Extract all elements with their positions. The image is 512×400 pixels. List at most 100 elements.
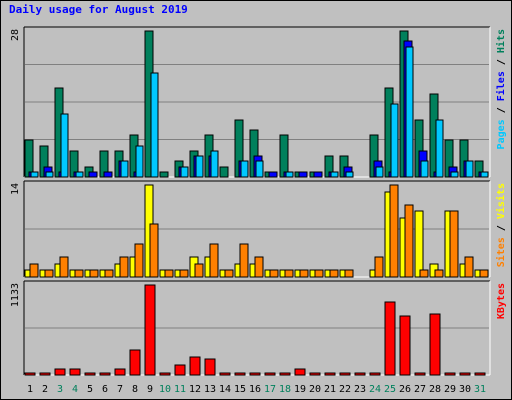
sites-bar-day-31 [479,269,489,278]
day-label-29: 29 [444,384,456,395]
kbytes-bar-day-6 [99,372,111,376]
legend-entry: Hits [495,29,507,53]
sites-bar-day-16 [254,256,264,278]
sites-bar-day-5 [89,269,99,278]
visits-bar-day-27 [414,210,424,278]
kbytes-bar-day-16 [249,372,261,376]
pages-bar-day-7 [120,160,129,178]
kbytes-bar-day-7 [114,368,126,376]
kbytes-bar-day-30 [459,372,471,376]
sites-bar-day-7 [119,256,129,278]
day-label-20: 20 [309,384,321,395]
pages-bar-day-18 [285,171,294,178]
day-label-17: 17 [264,384,276,395]
kbytes-bar-day-18 [279,372,291,376]
kbytes-bar-day-23 [354,372,366,376]
pages-bar-day-4 [75,171,84,178]
pages-bar-day-21 [330,171,339,178]
kbytes-bar-day-4 [69,368,81,376]
kbytes-bar-day-9 [144,284,156,376]
pages-bar-day-16 [255,160,264,178]
kbytes-bar-day-29 [444,372,456,376]
kbytes-bar-day-8 [129,349,141,376]
kbytes-bar-day-2 [39,372,51,376]
kbytes-bar-day-14 [219,372,231,376]
sites-bar-day-9 [149,223,159,278]
pages-bar-day-3 [60,113,69,178]
kbytes-bar-day-22 [339,372,351,376]
sites-bar-day-4 [74,269,84,278]
kbytes-bar-day-24 [369,372,381,376]
kbytes-bar-day-13 [204,358,216,376]
day-label-9: 9 [147,384,153,395]
kbytes-bar-day-25 [384,301,396,376]
kbytes-bar-day-12 [189,356,201,376]
legend-entry: / [496,219,507,237]
pages-bar-day-9 [150,72,159,178]
kbytes-bar-day-19 [294,368,306,376]
kbytes-bar-day-17 [264,372,276,376]
sites-bar-day-1 [29,263,39,278]
sites-bar-day-15 [239,243,249,278]
pages-bar-day-11 [180,166,189,178]
kbytes-bar-day-5 [84,372,96,376]
pages-bar-day-30 [465,160,474,178]
sites-bar-day-18 [284,269,294,278]
files-bar-day-5 [88,171,98,178]
legend-entry: Visits [495,183,507,219]
day-label-12: 12 [189,384,201,395]
legend-visits-sites: Sites / Visits [495,183,507,267]
day-label-3: 3 [57,384,63,395]
sites-bar-day-20 [314,269,324,278]
kbytes-bar-day-1 [24,372,36,376]
day-label-7: 7 [117,384,123,395]
legend-entry: / [496,53,507,71]
legend-entry: / [496,101,507,119]
day-label-5: 5 [87,384,93,395]
day-label-25: 25 [384,384,396,395]
day-label-10: 10 [159,384,171,395]
day-label-11: 11 [174,384,186,395]
kbytes-bar-day-11 [174,364,186,376]
sites-bar-day-26 [404,204,414,278]
kbytes-bar-day-21 [324,372,336,376]
pages-bar-day-24 [375,166,384,178]
sites-bar-day-11 [179,269,189,278]
day-label-16: 16 [249,384,261,395]
scale-label: 14 [10,183,21,195]
pages-bar-day-2 [45,171,54,178]
day-label-27: 27 [414,384,426,395]
day-label-26: 26 [399,384,411,395]
kbytes-bar-day-26 [399,315,411,376]
legend-entry: Sites [495,237,507,267]
sites-bar-day-25 [389,184,399,278]
day-label-28: 28 [429,384,441,395]
pages-bar-day-12 [195,155,204,178]
day-label-18: 18 [279,384,291,395]
pages-bar-day-28 [435,119,444,178]
hits-bar-day-10 [159,171,169,178]
sites-bar-day-21 [329,269,339,278]
files-bar-day-19 [298,171,308,178]
day-label-21: 21 [324,384,336,395]
legend-hits-files-pages: Pages / Files / Hits [495,29,507,149]
scale-label: 1133 [10,283,21,307]
pages-bar-day-15 [240,160,249,178]
legend-entry: Pages [496,119,507,149]
pages-bar-day-8 [135,145,144,178]
day-label-2: 2 [42,384,48,395]
files-bar-day-20 [313,171,323,178]
pages-bar-day-22 [345,171,354,178]
day-label-24: 24 [369,384,381,395]
kbytes-bar-day-15 [234,372,246,376]
day-label-31: 31 [474,384,486,395]
files-bar-day-6 [103,171,113,178]
day-label-19: 19 [294,384,306,395]
legend-entry: KBytes [496,283,507,319]
sites-bar-day-10 [164,269,174,278]
pages-bar-day-29 [450,171,459,178]
legend-entry: Files [495,71,507,101]
sites-bar-day-14 [224,269,234,278]
kbytes-bar-day-3 [54,368,66,376]
